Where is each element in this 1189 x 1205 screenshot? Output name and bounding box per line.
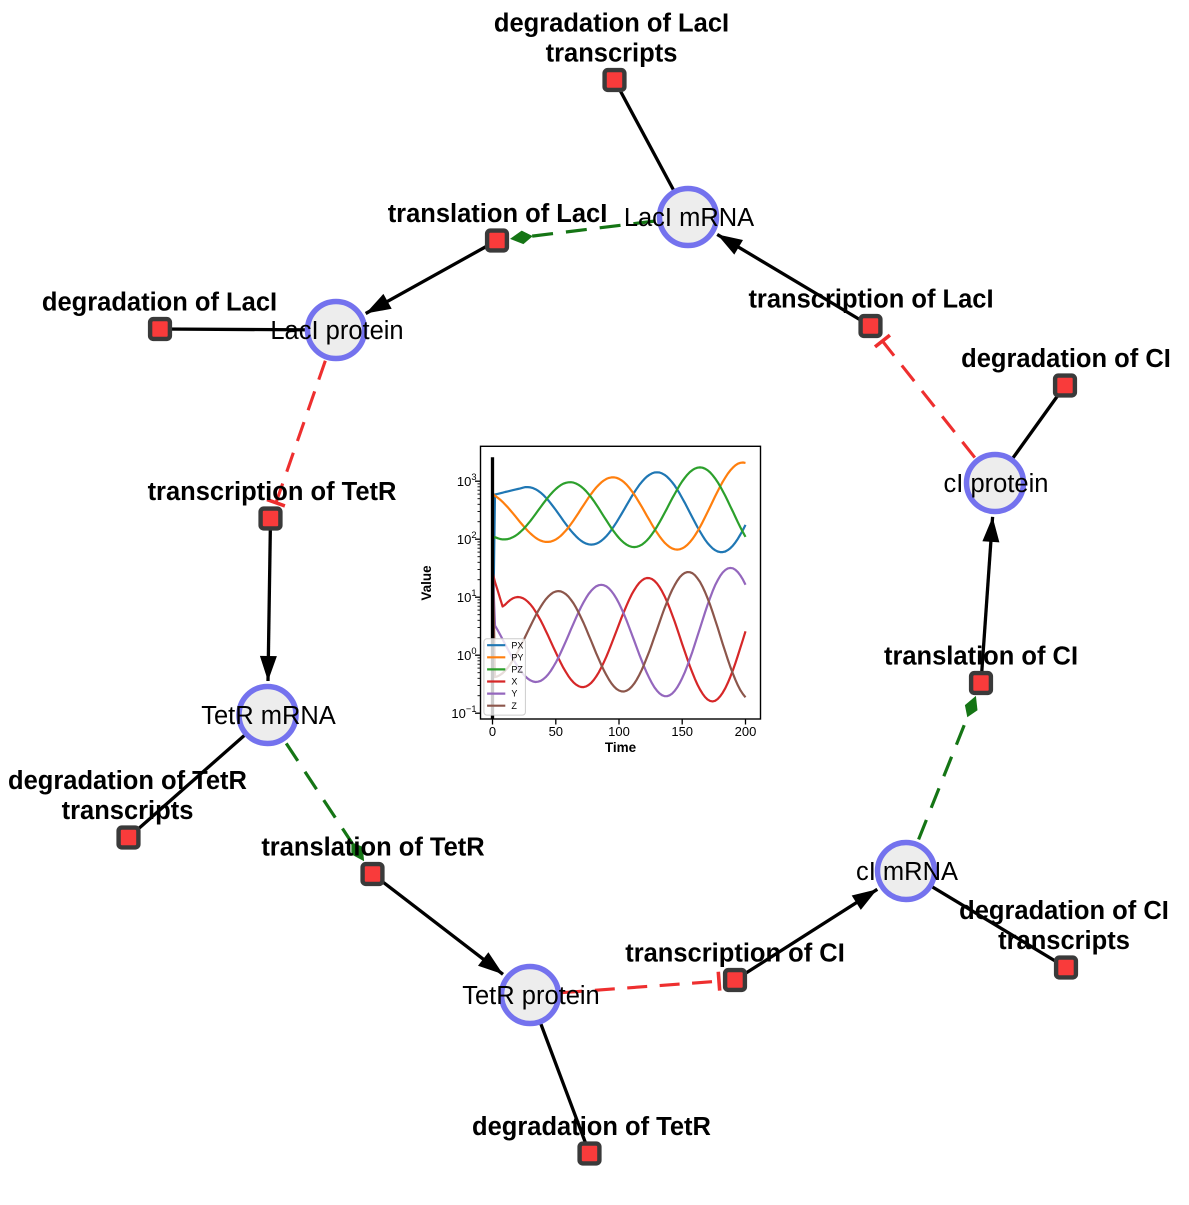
svg-text:50: 50 <box>549 724 563 739</box>
svg-text:100: 100 <box>608 724 630 739</box>
svg-text:Value: Value <box>419 565 434 601</box>
svg-text:degradation of LacI: degradation of LacI <box>494 10 729 38</box>
svg-text:X: X <box>511 677 517 687</box>
svg-text:Time: Time <box>605 740 637 755</box>
svg-text:200: 200 <box>735 724 757 739</box>
svg-text:0: 0 <box>489 724 496 739</box>
svg-text:PX: PX <box>511 640 523 650</box>
svg-text:PY: PY <box>511 652 523 662</box>
svg-text:translation of CI: translation of CI <box>884 643 1078 671</box>
svg-text:degradation of CI: degradation of CI <box>959 897 1169 925</box>
svg-text:transcription of CI: transcription of CI <box>625 940 845 968</box>
svg-text:transcripts: transcripts <box>546 40 678 68</box>
svg-text:150: 150 <box>671 724 693 739</box>
svg-text:cI mRNA: cI mRNA <box>856 858 958 886</box>
svg-text:TetR protein: TetR protein <box>462 982 600 1010</box>
svg-text:transcripts: transcripts <box>998 927 1130 955</box>
svg-text:LacI protein: LacI protein <box>270 317 403 345</box>
svg-text:Y: Y <box>511 689 517 699</box>
svg-text:LacI mRNA: LacI mRNA <box>624 204 754 232</box>
svg-text:PZ: PZ <box>511 665 523 675</box>
svg-text:degradation of LacI: degradation of LacI <box>42 289 277 317</box>
svg-text:TetR mRNA: TetR mRNA <box>201 702 336 730</box>
svg-text:cI protein: cI protein <box>944 470 1049 498</box>
svg-text:translation of TetR: translation of TetR <box>261 834 484 862</box>
svg-text:Z: Z <box>511 701 517 711</box>
svg-text:degradation of TetR: degradation of TetR <box>8 767 247 795</box>
svg-text:degradation of TetR: degradation of TetR <box>472 1113 711 1141</box>
svg-text:degradation of CI: degradation of CI <box>961 345 1171 373</box>
svg-text:transcription of TetR: transcription of TetR <box>148 478 397 506</box>
svg-text:translation of LacI: translation of LacI <box>388 200 608 228</box>
svg-text:transcripts: transcripts <box>62 797 194 825</box>
svg-text:transcription of LacI: transcription of LacI <box>748 286 993 314</box>
